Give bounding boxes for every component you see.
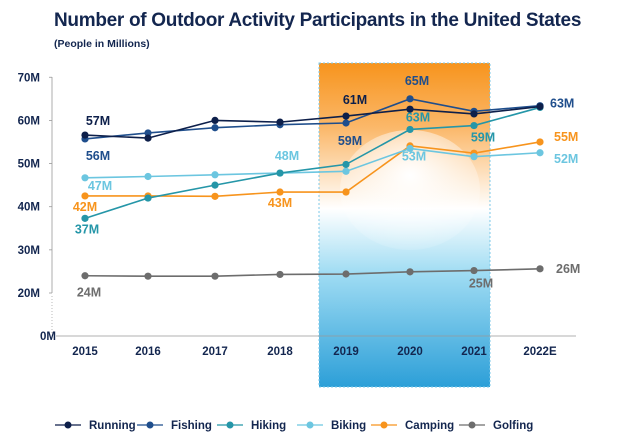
series-line-hiking xyxy=(84,106,541,220)
data-label: 65M xyxy=(405,74,429,88)
data-point-hiking xyxy=(211,181,219,189)
data-point-running xyxy=(211,116,219,124)
data-label: 59M xyxy=(338,134,362,148)
data-point-hiking xyxy=(342,160,350,169)
legend-label-running: Running xyxy=(89,420,136,432)
series-line-golfing xyxy=(84,268,541,277)
x-tick-label: 2017 xyxy=(202,346,228,358)
data-point-running xyxy=(81,131,89,139)
data-point-fishing xyxy=(144,129,152,137)
x-tick-label: 2022E xyxy=(523,346,557,358)
data-label: 52M xyxy=(554,152,578,166)
y-tick-label: 70M xyxy=(18,72,40,84)
legend-label-biking: Biking xyxy=(331,420,366,432)
data-point-camping xyxy=(536,138,544,146)
legend-label-golfing: Golfing xyxy=(493,420,533,432)
x-tick-label: 2019 xyxy=(333,346,359,358)
series-line-fishing xyxy=(84,97,541,140)
data-label: 42M xyxy=(73,200,97,214)
data-point-golfing xyxy=(342,270,350,278)
data-label: 47M xyxy=(88,179,112,193)
data-label: 37M xyxy=(75,222,99,236)
series-line-running xyxy=(84,105,541,139)
series-line-biking xyxy=(84,147,541,179)
chart-title: Number of Outdoor Activity Participants … xyxy=(54,10,582,31)
data-label: 61M xyxy=(343,93,367,107)
y-tick-label: 60M xyxy=(18,115,40,127)
data-point-running xyxy=(276,118,284,126)
data-point-biking xyxy=(536,149,544,157)
data-point-camping xyxy=(211,192,219,200)
data-point-golfing xyxy=(536,265,544,273)
y-tick-label: 20M xyxy=(18,288,40,300)
data-point-biking xyxy=(81,174,89,182)
x-tick-label: 2018 xyxy=(267,346,293,358)
x-tick-label: 2020 xyxy=(397,346,423,358)
data-point-camping xyxy=(276,188,284,196)
data-point-golfing xyxy=(81,272,89,280)
data-point-running xyxy=(406,105,414,113)
data-label: 55M xyxy=(554,130,578,144)
data-point-biking xyxy=(211,171,219,179)
data-point-hiking xyxy=(470,121,478,130)
data-label: 26M xyxy=(556,262,580,276)
data-point-biking xyxy=(470,153,478,161)
y-tick-label: 50M xyxy=(18,159,40,171)
data-label: 24M xyxy=(77,286,101,300)
data-point-camping xyxy=(342,188,350,196)
data-point-golfing xyxy=(406,268,414,276)
data-point-running xyxy=(470,110,478,118)
data-label: 57M xyxy=(86,114,110,128)
data-label: 43M xyxy=(268,196,292,210)
chart-subtitle: (People in Millions) xyxy=(54,38,150,50)
data-point-golfing xyxy=(470,266,478,275)
legend-marker-hiking xyxy=(226,421,234,429)
x-tick-label: 2021 xyxy=(461,346,487,358)
data-point-golfing xyxy=(276,270,284,279)
legend-label-hiking: Hiking xyxy=(251,420,286,432)
data-point-biking xyxy=(406,144,414,153)
legend-marker-fishing xyxy=(146,421,154,429)
legend-label-camping: Camping xyxy=(405,420,454,432)
y-tick-label: 0M xyxy=(40,331,56,343)
data-label: 56M xyxy=(86,149,110,163)
data-point-running xyxy=(536,102,544,111)
legend-marker-camping xyxy=(380,421,388,429)
legend-marker-biking xyxy=(306,421,314,429)
data-point-hiking xyxy=(276,169,284,177)
legend-label-fishing: Fishing xyxy=(171,420,212,432)
data-point-hiking xyxy=(81,214,89,222)
data-point-running xyxy=(144,134,152,142)
data-label: 48M xyxy=(275,149,299,163)
x-tick-label: 2015 xyxy=(72,346,98,358)
data-label: 63M xyxy=(406,110,430,124)
data-point-golfing xyxy=(211,272,219,280)
data-label: 59M xyxy=(471,131,495,145)
data-point-hiking xyxy=(406,125,414,134)
data-point-hiking xyxy=(144,194,152,202)
data-label: 53M xyxy=(402,149,426,163)
data-point-biking xyxy=(144,172,152,181)
legend-marker-running xyxy=(64,421,72,429)
data-point-golfing xyxy=(144,272,152,280)
highlight-glow xyxy=(340,130,480,250)
data-point-biking xyxy=(342,167,350,175)
data-point-fishing xyxy=(211,124,219,132)
legend-marker-golfing xyxy=(468,421,476,429)
data-point-camping xyxy=(81,192,89,200)
data-label: 25M xyxy=(469,277,493,291)
data-point-fishing xyxy=(406,95,414,103)
data-point-fishing xyxy=(342,119,350,127)
data-label: 63M xyxy=(550,97,574,111)
data-point-running xyxy=(342,112,350,120)
y-tick-label: 40M xyxy=(18,202,40,214)
y-tick-label: 30M xyxy=(18,245,40,257)
x-tick-label: 2016 xyxy=(135,346,161,358)
